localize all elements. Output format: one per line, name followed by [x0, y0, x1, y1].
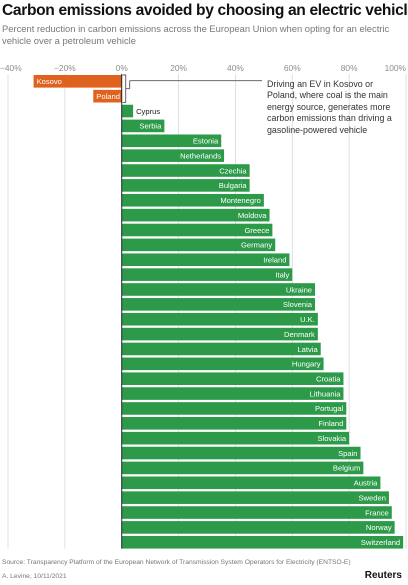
bar-czechia — [121, 164, 250, 177]
bar-label: Netherlands — [180, 151, 221, 160]
bar-norway — [121, 521, 395, 534]
bar-spain — [121, 446, 361, 460]
bar-lithuania — [121, 387, 344, 400]
bar-kosovo — [33, 75, 122, 88]
bar-label: Serbia — [139, 122, 162, 131]
bar-label: Sweden — [358, 493, 385, 502]
bar-label: Bulgaria — [219, 181, 248, 190]
bar-label: Kosovo — [37, 77, 62, 86]
bracket-line — [122, 74, 130, 103]
source-note: Source: Transparency Platform of the Eur… — [2, 559, 351, 566]
bars — [33, 75, 404, 549]
x-tick-label: 60% — [284, 63, 301, 73]
bar-france — [121, 506, 392, 519]
x-tick-label: −40% — [0, 63, 22, 73]
bar-label: Germany — [241, 241, 272, 250]
bar-label: Ukraine — [286, 285, 312, 294]
bar-label: Switzerland — [361, 538, 400, 547]
bar-label: Finland — [318, 419, 343, 428]
x-tick-label: 40% — [227, 63, 244, 73]
chart-subtitle: Percent reduction in carbon emissions ac… — [2, 23, 390, 46]
bar-slovakia — [121, 431, 350, 445]
bar-label: Lithuania — [310, 389, 342, 398]
bar-label: Austria — [354, 479, 378, 488]
bar-finland — [121, 417, 347, 430]
bar-austria — [121, 476, 381, 490]
bar-ukraine — [121, 283, 316, 296]
bar-label: Norway — [366, 523, 392, 532]
bar-label: Czechia — [219, 166, 247, 175]
bar-label: Poland — [96, 92, 120, 101]
bar-hungary — [121, 357, 324, 371]
bar-label: U.K. — [300, 315, 315, 324]
bar-label: Denmark — [284, 330, 315, 339]
bar-denmark — [121, 327, 318, 341]
annotation-bracket — [122, 74, 262, 103]
bar-label: Portugal — [315, 404, 344, 413]
bar-ireland — [121, 253, 290, 267]
bar-croatia — [121, 372, 344, 385]
bar-poland — [93, 89, 122, 103]
bar-italy — [121, 268, 293, 281]
bar-label: Greece — [244, 226, 269, 235]
bar-u-k — [121, 312, 318, 326]
bar-portugal — [121, 402, 347, 415]
bar-labels: Kosovo Poland Cyprus Serbia Estonia Netherlan… — [37, 77, 401, 547]
bar-latvia — [121, 342, 321, 356]
bar-belgium — [121, 461, 364, 475]
byline: A. Levine, 10/11/2021 — [2, 573, 67, 580]
x-tick-label: 100% — [385, 63, 407, 73]
x-axis-tick-labels: −40% −20% 0% 20% 40% 60% 80% 100% — [0, 63, 407, 73]
bar-moldova — [121, 208, 270, 222]
annotation-text: Driving an EV in Kosovo or Poland, where… — [267, 79, 392, 135]
bar-serbia — [121, 119, 165, 133]
bar-label: Hungary — [292, 360, 321, 369]
bar-label: Belgium — [333, 464, 360, 473]
bar-label: Estonia — [193, 137, 219, 146]
bar-label: Montenegro — [220, 196, 261, 205]
bar-label: Ireland — [263, 256, 286, 265]
bar-montenegro — [121, 193, 264, 207]
bar-germany — [121, 238, 276, 252]
bar-label: Spain — [338, 449, 357, 458]
bar-sweden — [121, 491, 389, 504]
chart-title: Carbon emissions avoided by choosing an … — [2, 2, 408, 19]
bar-label: Croatia — [316, 375, 341, 384]
bar-label: Cyprus — [136, 107, 160, 116]
x-tick-label: −20% — [54, 63, 76, 73]
reuters-logo: Reuters — [364, 570, 402, 581]
x-tick-label: 0% — [116, 63, 129, 73]
bar-slovenia — [121, 298, 316, 311]
bar-greece — [121, 223, 273, 237]
bar-label: France — [365, 508, 389, 517]
bar-label: Slovakia — [317, 434, 346, 443]
x-tick-label: 20% — [170, 63, 187, 73]
bar-switzerland — [121, 535, 404, 549]
bar-netherlands — [121, 149, 225, 162]
bar-chart: −40% −20% 0% 20% 40% 60% 80% 100% Kosovo Poland C… — [0, 63, 407, 549]
bar-estonia — [121, 134, 222, 148]
bar-label: Moldova — [238, 211, 267, 220]
bar-bulgaria — [121, 179, 250, 192]
bar-label: Slovenia — [283, 300, 313, 309]
bar-label: Italy — [275, 270, 289, 279]
x-tick-label: 80% — [341, 63, 358, 73]
bar-label: Latvia — [297, 345, 318, 354]
bar-cyprus — [121, 104, 134, 118]
